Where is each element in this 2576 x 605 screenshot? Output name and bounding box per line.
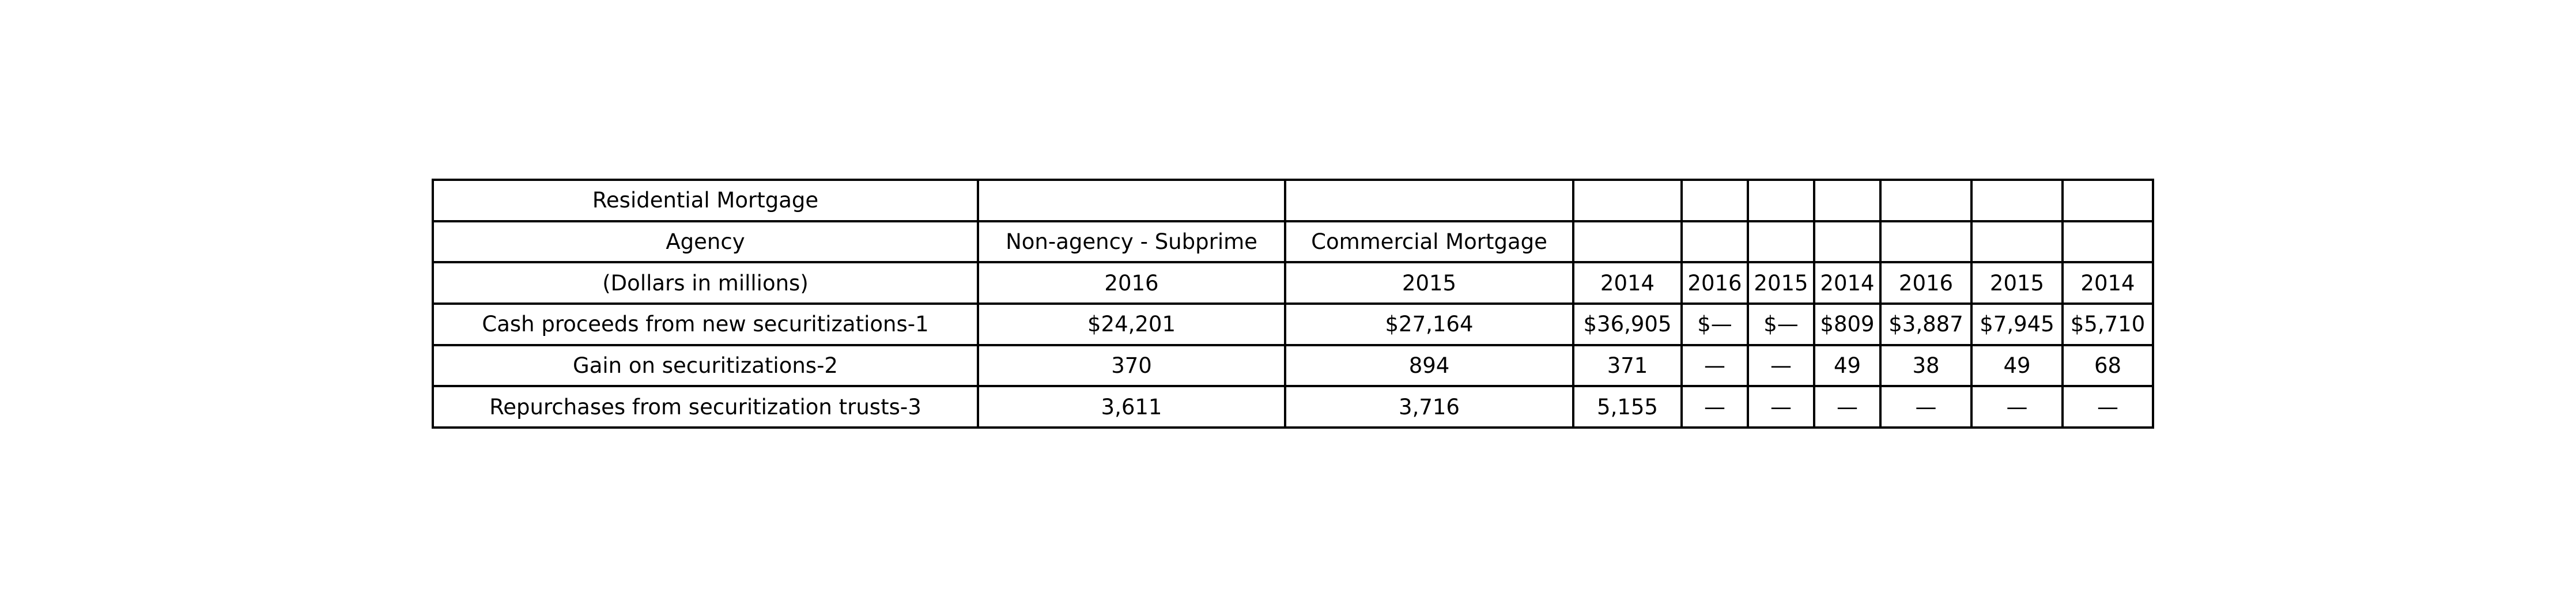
table-cell: 3,611: [977, 385, 1286, 429]
table-cell: 2016: [977, 261, 1286, 305]
table-row: Repurchases from securitization trusts-3…: [432, 385, 2154, 429]
table-cell: [1970, 220, 2064, 264]
table-cell: $5,710: [2061, 302, 2154, 346]
table-cell: [1747, 179, 1815, 222]
table-cell: Commercial Mortgage: [1284, 220, 1574, 264]
table-cell: Non-agency - Subprime: [977, 220, 1286, 264]
table-cell: Gain on securitizations-2: [432, 343, 979, 388]
table-cell: —: [1680, 385, 1749, 429]
table-cell: 2014: [2061, 261, 2154, 305]
table-cell: [1879, 179, 1973, 222]
table-cell: [2061, 179, 2154, 222]
table-cell: [1747, 220, 1815, 264]
table-cell: 2015: [1284, 261, 1574, 305]
table-cell: $3,887: [1879, 302, 1973, 346]
table-cell: $—: [1680, 302, 1749, 346]
table-cell: [1572, 179, 1683, 222]
table-cell: 5,155: [1572, 385, 1683, 429]
table-row: Residential Mortgage: [432, 179, 2154, 222]
table-cell: [1879, 220, 1973, 264]
table-cell: 371: [1572, 343, 1683, 388]
table-cell: (Dollars in millions): [432, 261, 979, 305]
table-cell: 2015: [1970, 261, 2064, 305]
table-cell: 38: [1879, 343, 1973, 388]
table-cell: $36,905: [1572, 302, 1683, 346]
table-cell: —: [2061, 385, 2154, 429]
table-cell: 2016: [1680, 261, 1749, 305]
table-cell: —: [1879, 385, 1973, 429]
table-cell: [977, 179, 1286, 222]
table-cell: [2061, 220, 2154, 264]
table-cell: 894: [1284, 343, 1574, 388]
table-cell: Agency: [432, 220, 979, 264]
table-cell: —: [1970, 385, 2064, 429]
table-cell: $27,164: [1284, 302, 1574, 346]
table-cell: 2014: [1572, 261, 1683, 305]
table-cell: Cash proceeds from new securitizations-1: [432, 302, 979, 346]
table-cell: 49: [1970, 343, 2064, 388]
table-cell: 2016: [1879, 261, 1973, 305]
table-cell: —: [1747, 385, 1815, 429]
table-cell: [1284, 179, 1574, 222]
table-cell: [1572, 220, 1683, 264]
table-cell: $—: [1747, 302, 1815, 346]
table-cell: 3,716: [1284, 385, 1574, 429]
table-row: Agency Non-agency - Subprime Commercial Mo…: [432, 220, 2154, 264]
table-cell: [1680, 220, 1749, 264]
table-cell: [1813, 179, 1882, 222]
table-cell: $809: [1813, 302, 1882, 346]
table-cell: —: [1813, 385, 1882, 429]
table-cell: $7,945: [1970, 302, 2064, 346]
table-cell: Residential Mortgage: [432, 179, 979, 222]
table-cell: [1813, 220, 1882, 264]
table-cell: 68: [2061, 343, 2154, 388]
table-row: (Dollars in millions) 2016 2015 2014 2016 201…: [432, 261, 2154, 305]
table-cell: 370: [977, 343, 1286, 388]
table-row: Gain on securitizations-2 370 894 371— —49 38…: [432, 343, 2154, 388]
table-cell: —: [1680, 343, 1749, 388]
table-cell: 2014: [1813, 261, 1882, 305]
table-cell: —: [1747, 343, 1815, 388]
securitization-table: Residential Mortgage Agency Non-agency - S…: [432, 179, 2154, 429]
table-cell: Repurchases from securitization trusts-3: [432, 385, 979, 429]
table-cell: 49: [1813, 343, 1882, 388]
table-row: Cash proceeds from new securitizations-1…: [432, 302, 2154, 346]
table-cell: [1680, 179, 1749, 222]
table-cell: $24,201: [977, 302, 1286, 346]
table-cell: 2015: [1747, 261, 1815, 305]
table-cell: [1970, 179, 2064, 222]
